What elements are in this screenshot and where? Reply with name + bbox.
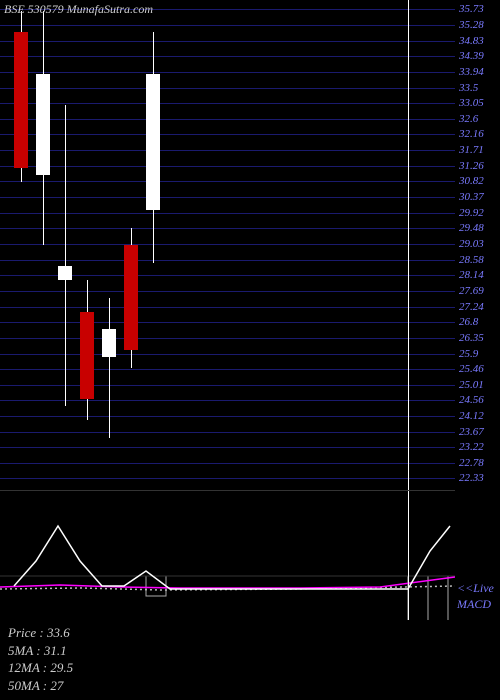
y-axis-tick-label: 25.9 [459,348,478,360]
candle-body [80,312,94,400]
info-row: 12MA : 29.5 [8,659,492,677]
y-axis-tick-label: 28.14 [459,269,484,281]
gridline [0,197,455,198]
info-panel: Price : 33.65MA : 31.112MA : 29.550MA : … [0,620,500,700]
gridline [0,134,455,135]
gridline [0,88,455,89]
gridline [0,244,455,245]
time-marker-line [408,0,409,490]
y-axis-tick-label: 25.01 [459,379,484,391]
candle-body [146,74,160,211]
gridline [0,463,455,464]
y-axis-tick-label: 30.82 [459,175,484,187]
y-axis-tick-label: 23.22 [459,441,484,453]
gridline [0,181,455,182]
gridline [0,260,455,261]
gridline [0,322,455,323]
y-axis-tick-label: 31.71 [459,144,484,156]
macd-panel: <<Live MACD [0,490,455,620]
y-axis-tick-label: 35.28 [459,19,484,31]
y-axis-tick-label: 33.5 [459,82,478,94]
gridline [0,385,455,386]
candlestick-panel: BSE 530579 MunafaSutra.com 35.7335.2834.… [0,0,455,490]
y-axis-tick-label: 27.24 [459,301,484,313]
candle-body [102,329,116,357]
gridline [0,56,455,57]
y-axis-tick-label: 24.56 [459,394,484,406]
y-axis-tick-label: 29.03 [459,238,484,250]
y-axis-tick-label: 34.83 [459,35,484,47]
stock-chart: BSE 530579 MunafaSutra.com 35.73 35.28 34.… [0,0,500,700]
gridline [0,338,455,339]
y-axis-tick-label: 27.69 [459,285,484,297]
macd-hist-bar [428,576,448,621]
gridline [0,447,455,448]
gridline [0,416,455,417]
candle-body [58,266,72,280]
gridline [0,166,455,167]
y-axis-tick-label: 25.46 [459,363,484,375]
candle-wick [109,298,110,438]
gridline [0,25,455,26]
candle-body [36,74,50,176]
y-axis-tick-label: 23.67 [459,426,484,438]
macd-line [14,526,450,589]
gridline [0,307,455,308]
candle-body [14,32,28,169]
gridline [0,228,455,229]
candle-body [124,245,138,350]
candle-wick [65,105,66,406]
gridline [0,72,455,73]
info-row: Price : 33.6 [8,624,492,642]
time-marker-line-macd [408,491,409,621]
y-axis-tick-label: 24.12 [459,410,484,422]
y-axis-tick-label: 26.8 [459,316,478,328]
y-axis-tick-label: 34.39 [459,50,484,62]
gridline [0,119,455,120]
chart-title: BSE 530579 MunafaSutra.com [4,2,153,17]
gridline [0,478,455,479]
y-axis-tick-label: 22.33 [459,472,484,484]
macd-hist-bar [146,576,166,596]
y-axis-tick-label: 35.73 [459,3,484,15]
y-axis-tick-label: 31.26 [459,160,484,172]
y-axis-tick-label: 29.92 [459,207,484,219]
macd-line [0,586,455,590]
info-row: 5MA : 31.1 [8,642,492,660]
gridline [0,291,455,292]
macd-hist-bar [408,576,428,621]
y-axis-tick-label: 32.16 [459,128,484,140]
live-label: <<Live [457,581,494,596]
macd-plot [0,491,455,621]
gridline [0,354,455,355]
gridline [0,150,455,151]
macd-label: MACD [457,597,491,612]
y-axis-tick-label: 33.05 [459,97,484,109]
info-row: 50MA : 27 [8,677,492,695]
macd-line [0,577,455,588]
y-axis-tick-label: 28.58 [459,254,484,266]
gridline [0,41,455,42]
y-axis-tick-label: 26.35 [459,332,484,344]
gridline [0,213,455,214]
y-axis-tick-label: 33.94 [459,66,484,78]
gridline [0,369,455,370]
gridline [0,400,455,401]
gridline [0,103,455,104]
y-axis-tick-label: 32.6 [459,113,478,125]
y-axis-tick-label: 29.48 [459,222,484,234]
y-axis-tick-label: 22.78 [459,457,484,469]
y-axis-tick-label: 30.37 [459,191,484,203]
gridline [0,432,455,433]
